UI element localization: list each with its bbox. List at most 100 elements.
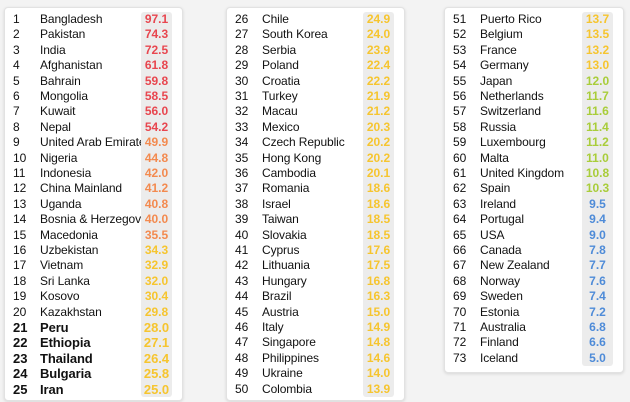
- value-cell: 18.5: [363, 227, 394, 243]
- value-cell: 18.5: [363, 212, 394, 228]
- value-cell: 40.8: [141, 196, 172, 213]
- country-cell: Sweden: [480, 289, 523, 304]
- table-row: 29 Poland 22.4: [227, 58, 404, 74]
- rank-cell: 73: [453, 350, 467, 365]
- value-cell: 13.2: [582, 42, 613, 59]
- value-cell: 49.9: [141, 135, 172, 151]
- country-cell: Austria: [262, 304, 299, 319]
- country-cell: Mongolia: [40, 89, 88, 103]
- country-cell: Afghanistan: [40, 58, 103, 73]
- country-cell: Croatia: [262, 73, 300, 88]
- value-cell: 11.7: [582, 89, 613, 105]
- country-cell: Philippines: [262, 350, 319, 365]
- table-row: 11 Indonesia 42.0: [5, 166, 182, 182]
- value-cell: 42.0: [141, 166, 172, 182]
- country-cell: Chile: [262, 12, 289, 26]
- table-row: 47 Singapore 14.8: [227, 335, 404, 351]
- table-row: 27 South Korea 24.0: [227, 27, 404, 43]
- table-row: 13 Uganda 40.8: [5, 196, 182, 213]
- country-cell: Puerto Rico: [480, 12, 542, 26]
- country-cell: Nepal: [40, 119, 71, 134]
- value-cell: 41.2: [141, 181, 172, 197]
- table-row: 40 Slovakia 18.5: [227, 227, 404, 243]
- value-cell: 74.3: [141, 27, 172, 43]
- table-row: 25 Iran 25.0: [5, 381, 182, 397]
- table-row: 14 Bosnia & Herzegovina 40.0: [5, 212, 182, 228]
- value-cell: 25.8: [141, 366, 172, 382]
- country-cell: Finland: [480, 335, 519, 350]
- rank-cell: 22: [13, 335, 28, 351]
- table-row: 18 Sri Lanka 32.0: [5, 273, 182, 290]
- country-cell: France: [480, 42, 517, 57]
- country-cell: Lithuania: [262, 258, 310, 273]
- table-row: 66 Canada 7.8: [445, 243, 623, 259]
- rank-cell: 70: [453, 304, 467, 319]
- rank-cell: 33: [235, 119, 249, 134]
- country-cell: Ethiopia: [40, 335, 91, 351]
- rank-cell: 66: [453, 243, 467, 257]
- country-cell: Kuwait: [40, 104, 76, 119]
- value-cell: 24.9: [363, 12, 394, 28]
- rank-cell: 61: [453, 166, 467, 180]
- table-row: 36 Cambodia 20.1: [227, 166, 404, 182]
- country-cell: Hong Kong: [262, 150, 322, 165]
- table-row: 31 Turkey 21.9: [227, 89, 404, 105]
- table-row: 67 New Zealand 7.7: [445, 258, 623, 274]
- value-cell: 6.8: [582, 320, 613, 336]
- value-cell: 26.4: [141, 350, 172, 367]
- rank-cell: 72: [453, 335, 467, 350]
- country-cell: Sri Lanka: [40, 273, 90, 288]
- country-cell: Spain: [480, 181, 511, 196]
- value-cell: 30.4: [141, 289, 172, 305]
- country-cell: United Kingdom: [480, 166, 564, 180]
- rank-cell: 11: [13, 166, 26, 180]
- value-cell: 59.8: [141, 73, 172, 89]
- country-cell: Russia: [480, 119, 517, 134]
- rank-cell: 56: [453, 89, 467, 103]
- rank-cell: 29: [235, 58, 249, 73]
- rank-cell: 50: [235, 381, 249, 396]
- value-cell: 40.0: [141, 212, 172, 228]
- table-row: 6 Mongolia 58.5: [5, 89, 182, 105]
- value-cell: 20.2: [363, 135, 394, 151]
- value-cell: 14.8: [363, 335, 394, 351]
- rank-cell: 43: [235, 273, 249, 288]
- country-cell: Indonesia: [40, 166, 92, 180]
- rank-cell: 40: [235, 227, 249, 242]
- table-row: 9 United Arab Emirates 49.9: [5, 135, 182, 151]
- country-cell: Brazil: [262, 289, 292, 304]
- value-cell: 13.5: [582, 27, 613, 43]
- value-cell: 21.2: [363, 104, 394, 120]
- rank-cell: 71: [453, 320, 467, 334]
- value-cell: 25.0: [141, 381, 172, 397]
- value-cell: 17.6: [363, 243, 394, 259]
- value-cell: 28.0: [141, 320, 172, 336]
- rank-cell: 64: [453, 212, 467, 227]
- country-cell: Czech Republic: [262, 135, 345, 150]
- value-cell: 9.5: [582, 196, 613, 213]
- country-cell: Bangladesh: [40, 12, 103, 26]
- country-cell: Estonia: [480, 304, 520, 319]
- country-cell: Iceland: [480, 350, 518, 365]
- country-cell: Japan: [480, 73, 513, 88]
- rank-cell: 55: [453, 73, 467, 88]
- country-cell: Poland: [262, 58, 299, 73]
- table-row: 52 Belgium 13.5: [445, 27, 623, 43]
- value-cell: 11.0: [582, 150, 613, 166]
- table-row: 51 Puerto Rico 13.7: [445, 12, 623, 28]
- country-cell: Canada: [480, 243, 522, 257]
- country-cell: Malta: [480, 150, 509, 165]
- table-row: 8 Nepal 54.2: [5, 119, 182, 136]
- value-cell: 10.8: [582, 166, 613, 182]
- country-cell: Hungary: [262, 273, 307, 288]
- country-cell: Romania: [262, 181, 310, 196]
- value-cell: 7.7: [582, 258, 613, 274]
- country-cell: Turkey: [262, 89, 298, 103]
- value-cell: 15.0: [363, 304, 394, 320]
- country-cell: Mexico: [262, 119, 300, 134]
- rank-cell: 23: [13, 350, 28, 366]
- ranking-panel-2: 26 Chile 24.9 27 South Korea 24.0 28 Serbia 23.9…: [226, 7, 405, 401]
- value-cell: 7.8: [582, 243, 613, 259]
- table-row: 37 Romania 18.6: [227, 181, 404, 197]
- value-cell: 13.9: [363, 381, 394, 397]
